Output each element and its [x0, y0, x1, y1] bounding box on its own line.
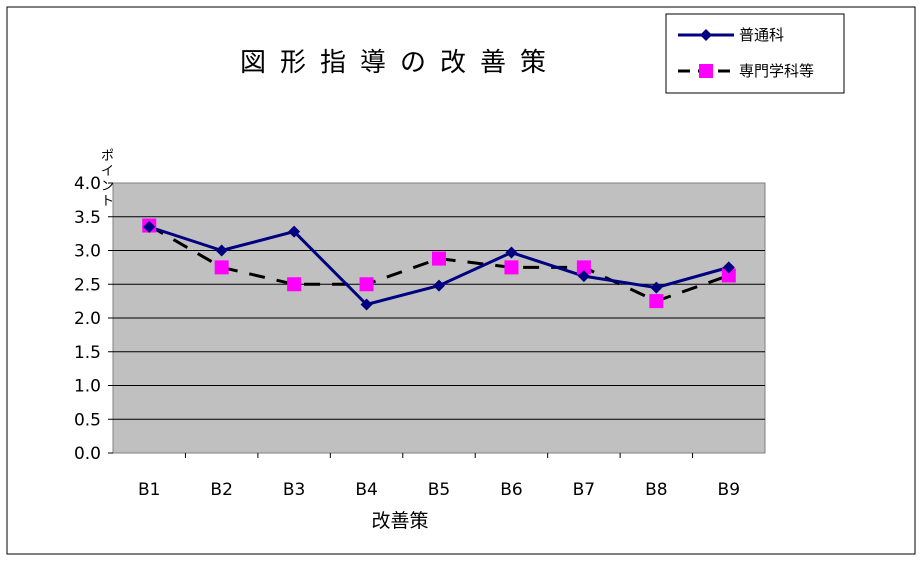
- x-tick-label: B2: [210, 480, 232, 500]
- x-tick-labels: B1 B2 B3 B4 B5 B6 B7 B8 B9: [138, 480, 740, 500]
- data-point-square: [214, 260, 229, 275]
- y-tick-label: 4.0: [74, 174, 101, 194]
- x-tick-label: B1: [138, 480, 160, 500]
- x-tick-label: B4: [355, 480, 377, 500]
- data-point-diamond: [143, 220, 156, 233]
- x-tick-label: B5: [428, 480, 450, 500]
- series-line-専門学科等: [148, 224, 730, 303]
- x-tick-label: B7: [573, 480, 595, 500]
- series-layer: [142, 218, 736, 311]
- y-axis-label-char: ン: [101, 179, 114, 194]
- data-point-diamond: [577, 270, 590, 283]
- data-point-square: [287, 277, 302, 292]
- y-tick-label: 1.0: [74, 377, 101, 397]
- data-point-diamond: [650, 281, 663, 294]
- y-tick-label: 2.0: [74, 309, 101, 329]
- x-tick-label: B8: [645, 480, 667, 500]
- data-point-square: [504, 260, 519, 275]
- y-tick-label: 2.5: [74, 275, 101, 295]
- x-tick-label: B9: [718, 480, 740, 500]
- y-tick-label: 0.5: [74, 410, 101, 430]
- y-axis-label: ポイント: [101, 149, 114, 209]
- y-tick-label: 0.0: [74, 444, 101, 464]
- y-axis-label-char: ト: [101, 194, 114, 209]
- legend-label-series-1: 普通科: [739, 26, 784, 44]
- legend-marker-series-1: [700, 29, 712, 41]
- x-axis-label: 改善策: [371, 510, 428, 532]
- x-tick-label: B6: [500, 480, 522, 500]
- data-point-square: [576, 260, 591, 275]
- data-point-diamond: [505, 246, 518, 259]
- y-axis-label-char: ポ: [101, 149, 114, 164]
- y-tick-labels: 0.0 0.5 1.0 1.5 2.0 2.5 3.0 3.5 4.0: [74, 174, 101, 464]
- data-point-square: [721, 268, 736, 283]
- legend-label-series-2: 専門学科等: [739, 62, 814, 80]
- legend-marker-series-2: [699, 64, 713, 78]
- data-point-square: [432, 251, 446, 266]
- data-point-square: [359, 277, 374, 292]
- data-point-diamond: [215, 244, 228, 257]
- x-tick-label: B3: [283, 480, 305, 500]
- chart-title: 図形指導の改善策: [240, 48, 560, 78]
- y-tick-label: 1.5: [74, 343, 101, 363]
- legend: 普通科 専門学科等: [665, 13, 845, 94]
- data-point-diamond: [288, 225, 301, 238]
- data-point-diamond: [433, 279, 445, 292]
- data-point-diamond: [722, 261, 735, 274]
- data-point-square: [649, 294, 664, 309]
- legend-box: [665, 13, 845, 94]
- y-axis-label-char: イ: [101, 164, 114, 179]
- data-point-diamond: [360, 298, 373, 311]
- y-tick-label: 3.0: [74, 242, 101, 262]
- y-tick-label: 3.5: [74, 208, 101, 228]
